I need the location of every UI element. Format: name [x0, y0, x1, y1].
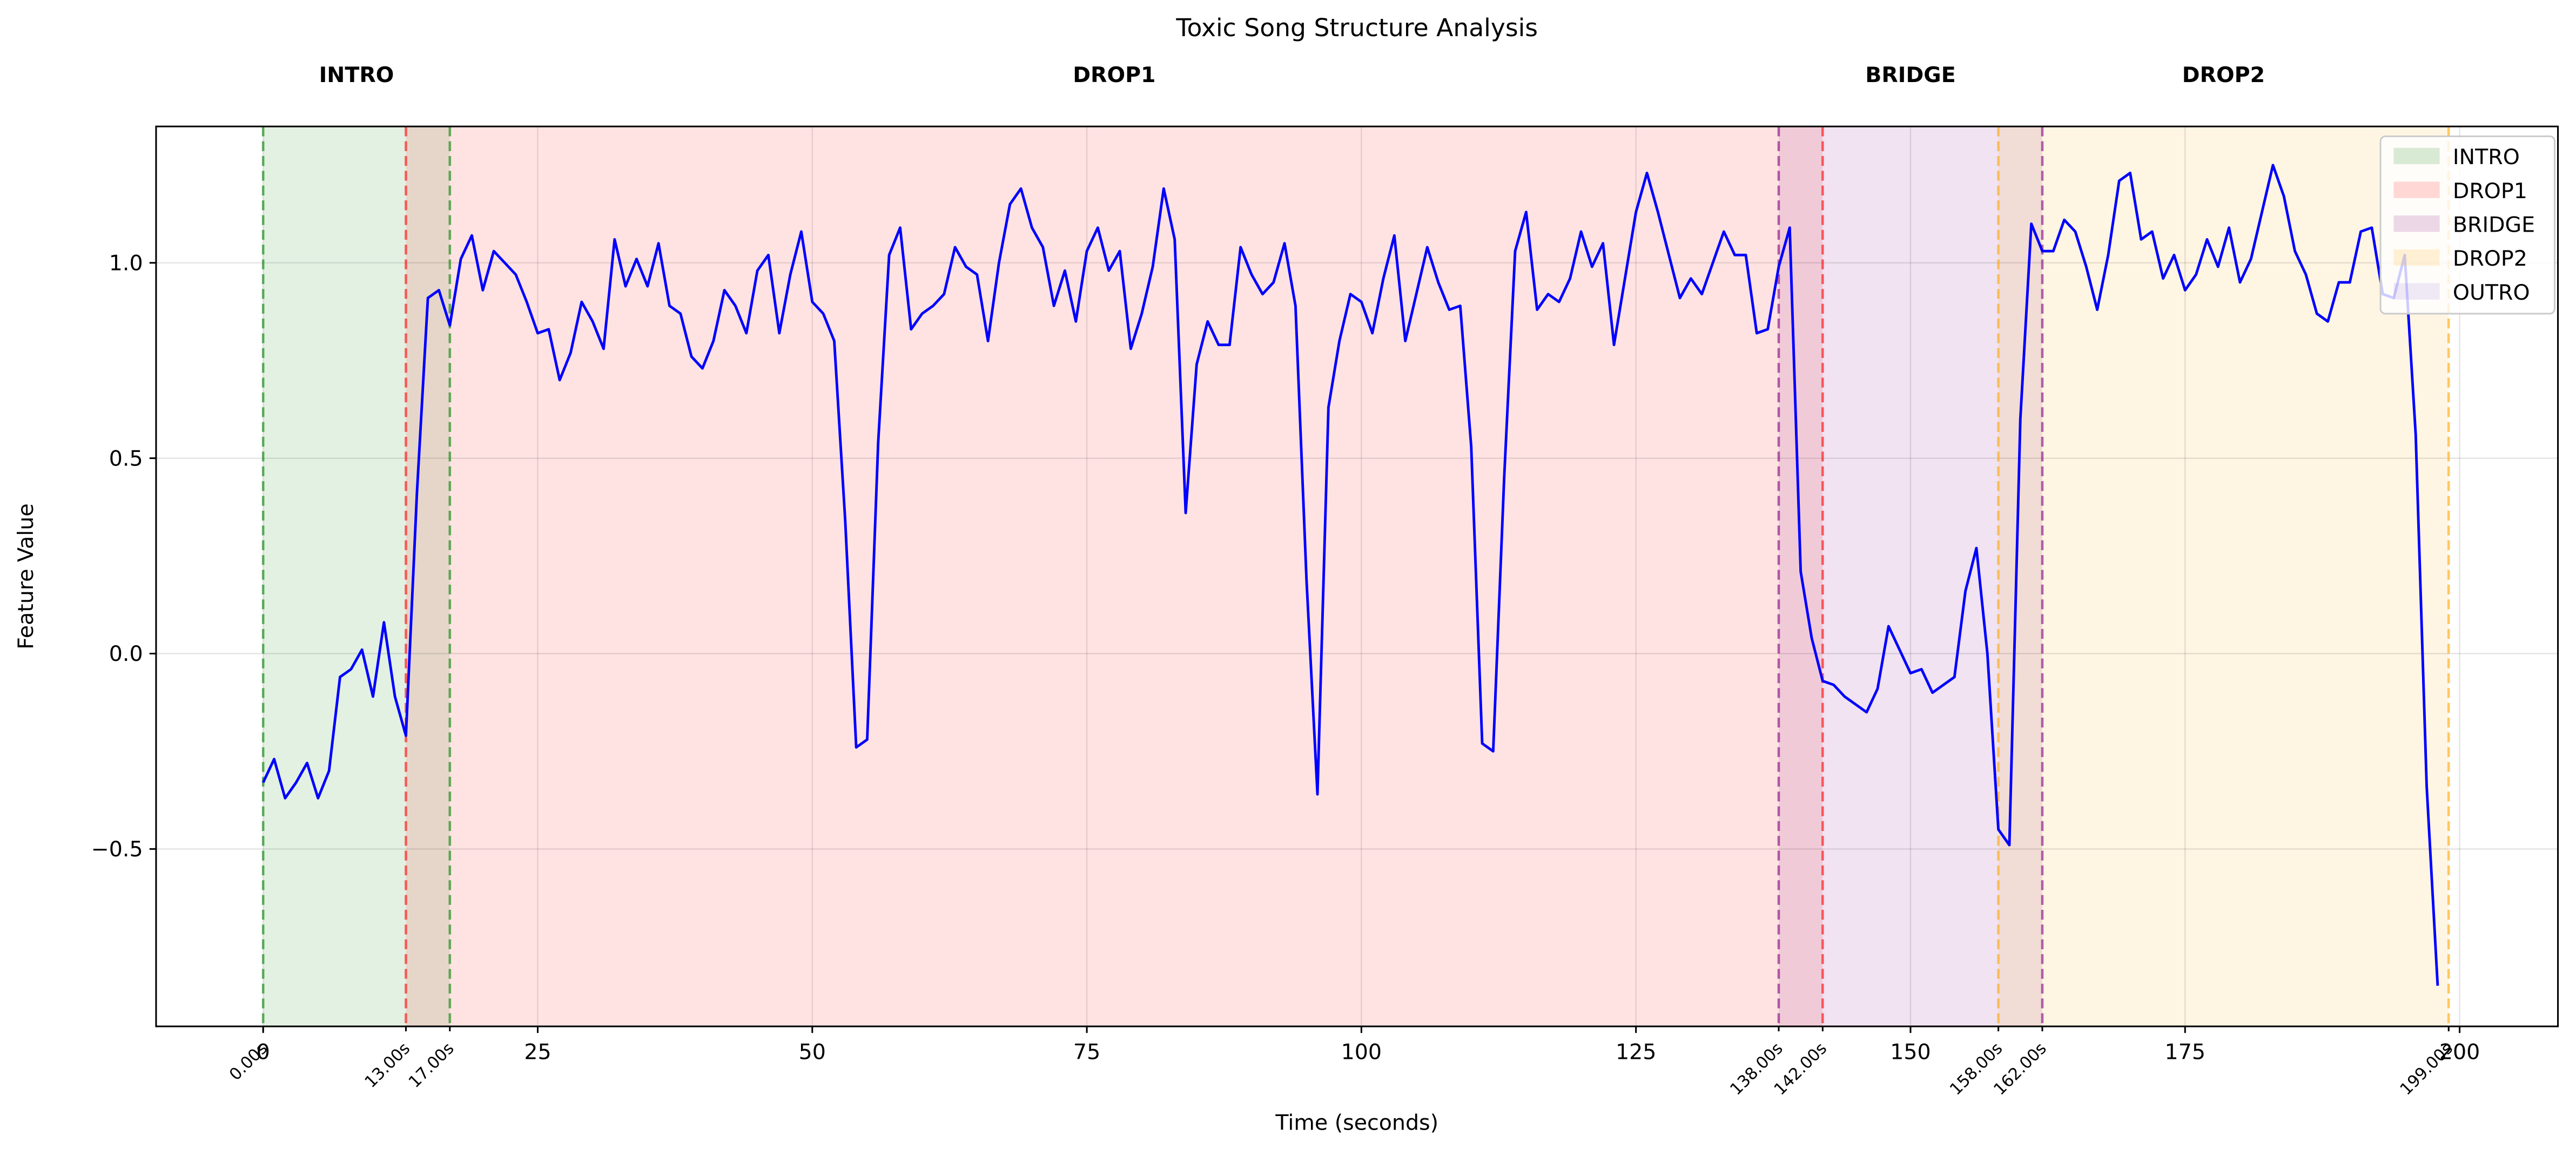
data-line	[261, 164, 2439, 986]
x-tick-label: 50	[799, 1040, 826, 1065]
x-tick-label: 25	[524, 1040, 551, 1065]
legend-label: DROP2	[2453, 246, 2527, 271]
legend-swatch	[2393, 215, 2440, 232]
section-band	[406, 126, 1823, 1026]
legend-box	[2379, 135, 2555, 315]
legend-label: INTRO	[2453, 145, 2520, 170]
y-tick-label: −0.5	[91, 837, 143, 862]
section-label: BRIDGE	[1865, 63, 1955, 87]
chart-title: Toxic Song Structure Analysis	[1175, 13, 1538, 42]
y-tick-label: 0.5	[109, 446, 143, 471]
legend-label: BRIDGE	[2453, 212, 2535, 237]
y-axis-label: Feature Value	[14, 503, 38, 649]
x-tick-label: 0	[257, 1040, 270, 1065]
x-tick-label: 200	[2439, 1040, 2480, 1065]
axes-frame	[155, 125, 2559, 1028]
legend-swatch	[2393, 249, 2440, 266]
legend-swatch	[2393, 181, 2440, 198]
section-label: DROP2	[2182, 63, 2265, 87]
section-label: DROP1	[1073, 63, 1155, 87]
section-label: INTRO	[319, 63, 394, 87]
x-tick-label: 100	[1341, 1040, 1382, 1065]
x-tick-label: 150	[1890, 1040, 1931, 1065]
legend-label: DROP1	[2453, 179, 2527, 204]
legend-swatch	[2393, 147, 2440, 165]
x-axis-label: Time (seconds)	[1275, 1111, 1438, 1136]
legend-label: OUTRO	[2453, 280, 2530, 305]
section-band	[1998, 126, 2449, 1026]
y-tick-label: 1.0	[109, 251, 143, 275]
x-tick-label: 75	[1073, 1040, 1100, 1065]
section-band	[263, 126, 450, 1026]
x-tick-label: 125	[1616, 1040, 1656, 1065]
y-tick-label: 0.0	[109, 641, 143, 666]
x-tick-label: 175	[2165, 1040, 2205, 1065]
legend-swatch	[2393, 283, 2440, 300]
